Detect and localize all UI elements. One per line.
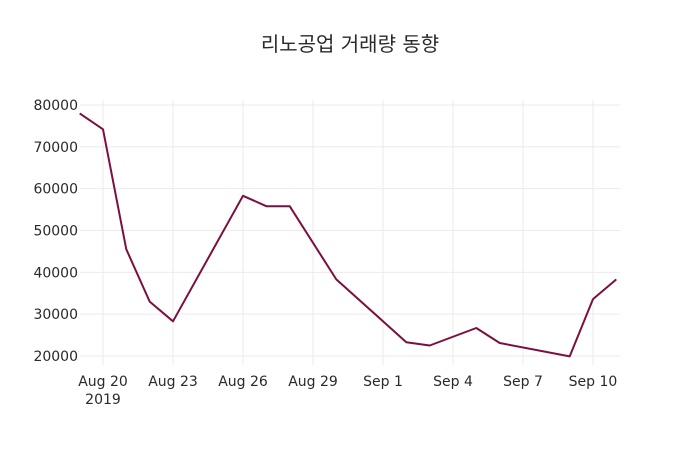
- x-tick-label: Sep 10: [569, 374, 618, 390]
- x-tick-label: Sep 4: [433, 374, 473, 390]
- y-tick-label: 40000: [33, 265, 78, 281]
- gridlines: [80, 100, 620, 365]
- x-axis: Aug 20 2019 Aug 23 Aug 26 Aug 29 Sep 1 Sep 4 Se…: [78, 374, 617, 408]
- x-tick-label: Aug 23: [148, 374, 198, 390]
- x-tick-label: Aug 26: [218, 374, 268, 390]
- x-tick-year: 2019: [85, 392, 121, 408]
- y-tick-label: 30000: [33, 307, 78, 323]
- x-tick-label: Aug 20: [78, 374, 128, 390]
- y-tick-label: 70000: [33, 140, 78, 156]
- y-axis: 20000 30000 40000 50000 60000 70000 80000: [33, 98, 78, 365]
- x-tick-label: Sep 1: [363, 374, 403, 390]
- series-line: [79, 112, 617, 358]
- x-tick-label: Sep 7: [503, 374, 543, 390]
- y-tick-label: 80000: [33, 98, 78, 114]
- chart-title: 리노공업 거래량 동향: [260, 32, 440, 56]
- y-tick-label: 60000: [33, 182, 78, 198]
- series-lines: [79, 112, 617, 358]
- x-tick-label: Aug 29: [288, 374, 338, 390]
- y-tick-label: 50000: [33, 224, 78, 240]
- y-tick-label: 20000: [33, 349, 78, 365]
